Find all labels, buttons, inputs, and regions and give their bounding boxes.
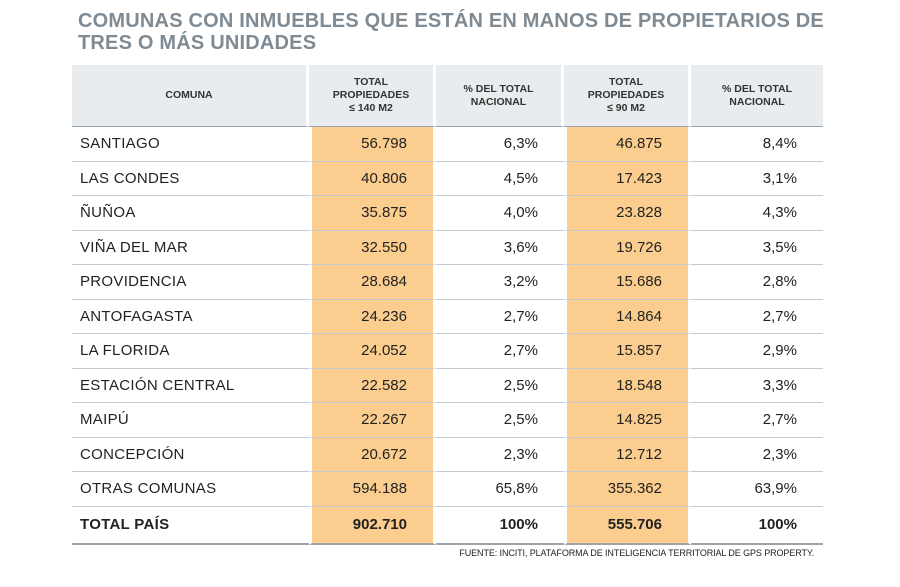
table-row: VIÑA DEL MAR 32.550 3,6% 19.726 3,5% bbox=[72, 230, 823, 265]
comuna-cell: ANTOFAGASTA bbox=[72, 300, 309, 334]
pct-90-cell: 3,3% bbox=[691, 369, 823, 403]
pct-140-cell: 2,7% bbox=[436, 334, 564, 369]
comuna-cell: TOTAL PAÍS bbox=[72, 507, 309, 545]
source-note: FUENTE: INCITI, PLATAFORMA DE INTELIGENC… bbox=[459, 548, 814, 558]
chart-title: COMUNAS CON INMUEBLES QUE ESTÁN EN MANOS… bbox=[78, 10, 824, 54]
table-row: ESTACIÓN CENTRAL 22.582 2,5% 18.548 3,3% bbox=[72, 368, 823, 403]
comuna-cell: OTRAS COMUNAS bbox=[72, 472, 309, 507]
header-total-90: TOTAL PROPIEDADES ≤ 90 M2 bbox=[564, 65, 691, 127]
pct-140-cell: 2,7% bbox=[436, 300, 564, 334]
total-90-cell: 555.706 bbox=[564, 506, 691, 545]
total-90-cell: 355.362 bbox=[564, 472, 691, 507]
total-140-cell: 35.875 bbox=[309, 196, 436, 231]
pct-140-cell: 3,6% bbox=[436, 231, 564, 265]
table-row: SANTIAGO 56.798 6,3% 46.875 8,4% bbox=[72, 127, 823, 162]
table-row: OTRAS COMUNAS 594.188 65,8% 355.362 63,9% bbox=[72, 472, 823, 507]
total-90-cell: 15.857 bbox=[564, 334, 691, 369]
total-140-cell: 56.798 bbox=[309, 127, 436, 162]
total-90-cell: 18.548 bbox=[564, 368, 691, 403]
comuna-cell: MAIPÚ bbox=[72, 403, 309, 438]
header-total-140-label: TOTAL PROPIEDADES ≤ 140 M2 bbox=[332, 76, 410, 114]
total-140-cell: 902.710 bbox=[309, 506, 436, 545]
total-140-cell: 40.806 bbox=[309, 161, 436, 196]
header-pct-140-label: % DEL TOTAL NACIONAL bbox=[463, 82, 534, 108]
total-90-cell: 23.828 bbox=[564, 196, 691, 231]
pct-140-cell: 2,5% bbox=[436, 403, 564, 438]
pct-140-cell: 6,3% bbox=[436, 127, 564, 162]
total-140-cell: 594.188 bbox=[309, 472, 436, 507]
pct-90-cell: 2,8% bbox=[691, 265, 823, 300]
pct-90-cell: 4,3% bbox=[691, 196, 823, 231]
pct-90-cell: 100% bbox=[691, 507, 823, 545]
pct-90-cell: 3,1% bbox=[691, 162, 823, 196]
header-pct-90: % DEL TOTAL NACIONAL bbox=[691, 65, 823, 127]
comuna-cell: SANTIAGO bbox=[72, 127, 309, 162]
total-90-cell: 17.423 bbox=[564, 161, 691, 196]
pct-140-cell: 65,8% bbox=[436, 472, 564, 507]
pct-140-cell: 3,2% bbox=[436, 265, 564, 300]
header-pct-90-label: % DEL TOTAL NACIONAL bbox=[721, 82, 792, 108]
header-row: COMUNA TOTAL PROPIEDADES ≤ 140 M2 % DEL … bbox=[72, 65, 823, 127]
pct-90-cell: 2,7% bbox=[691, 300, 823, 334]
pct-90-cell: 3,5% bbox=[691, 231, 823, 265]
total-90-cell: 14.864 bbox=[564, 299, 691, 334]
total-row: TOTAL PAÍS 902.710 100% 555.706 100% bbox=[72, 506, 823, 545]
total-140-cell: 24.052 bbox=[309, 334, 436, 369]
table-row: ANTOFAGASTA 24.236 2,7% 14.864 2,7% bbox=[72, 299, 823, 334]
table-row: LA FLORIDA 24.052 2,7% 15.857 2,9% bbox=[72, 334, 823, 369]
total-90-cell: 12.712 bbox=[564, 437, 691, 472]
pct-90-cell: 8,4% bbox=[691, 127, 823, 162]
total-140-cell: 32.550 bbox=[309, 230, 436, 265]
pct-90-cell: 2,3% bbox=[691, 438, 823, 472]
table-row: CONCEPCIÓN 20.672 2,3% 12.712 2,3% bbox=[72, 437, 823, 472]
comuna-cell: ÑUÑOA bbox=[72, 196, 309, 231]
pct-90-cell: 63,9% bbox=[691, 472, 823, 507]
total-140-cell: 22.267 bbox=[309, 403, 436, 438]
total-140-cell: 28.684 bbox=[309, 265, 436, 300]
header-total-90-label: TOTAL PROPIEDADES ≤ 90 M2 bbox=[587, 76, 665, 114]
total-90-cell: 15.686 bbox=[564, 265, 691, 300]
comuna-cell: ESTACIÓN CENTRAL bbox=[72, 369, 309, 403]
pct-140-cell: 4,0% bbox=[436, 196, 564, 231]
header-comuna: COMUNA bbox=[72, 65, 309, 127]
pct-140-cell: 2,5% bbox=[436, 369, 564, 403]
comuna-cell: CONCEPCIÓN bbox=[72, 438, 309, 472]
pct-90-cell: 2,9% bbox=[691, 334, 823, 369]
pct-90-cell: 2,7% bbox=[691, 403, 823, 438]
pct-140-cell: 4,5% bbox=[436, 162, 564, 196]
table-body: SANTIAGO 56.798 6,3% 46.875 8,4% LAS CONDES 40… bbox=[72, 127, 823, 545]
comuna-cell: LAS CONDES bbox=[72, 162, 309, 196]
pct-140-cell: 100% bbox=[436, 507, 564, 545]
table-row: ÑUÑOA 35.875 4,0% 23.828 4,3% bbox=[72, 196, 823, 231]
pct-140-cell: 2,3% bbox=[436, 438, 564, 472]
header-pct-140: % DEL TOTAL NACIONAL bbox=[436, 65, 564, 127]
total-90-cell: 14.825 bbox=[564, 403, 691, 438]
header-total-140: TOTAL PROPIEDADES ≤ 140 M2 bbox=[309, 65, 436, 127]
total-90-cell: 19.726 bbox=[564, 230, 691, 265]
data-table: COMUNA TOTAL PROPIEDADES ≤ 140 M2 % DEL … bbox=[72, 65, 823, 545]
table-row: LAS CONDES 40.806 4,5% 17.423 3,1% bbox=[72, 161, 823, 196]
total-140-cell: 20.672 bbox=[309, 437, 436, 472]
comuna-cell: LA FLORIDA bbox=[72, 334, 309, 369]
table-row: MAIPÚ 22.267 2,5% 14.825 2,7% bbox=[72, 403, 823, 438]
table-row: PROVIDENCIA 28.684 3,2% 15.686 2,8% bbox=[72, 265, 823, 300]
comuna-cell: VIÑA DEL MAR bbox=[72, 231, 309, 265]
total-140-cell: 22.582 bbox=[309, 368, 436, 403]
total-140-cell: 24.236 bbox=[309, 299, 436, 334]
comuna-cell: PROVIDENCIA bbox=[72, 265, 309, 300]
total-90-cell: 46.875 bbox=[564, 127, 691, 162]
